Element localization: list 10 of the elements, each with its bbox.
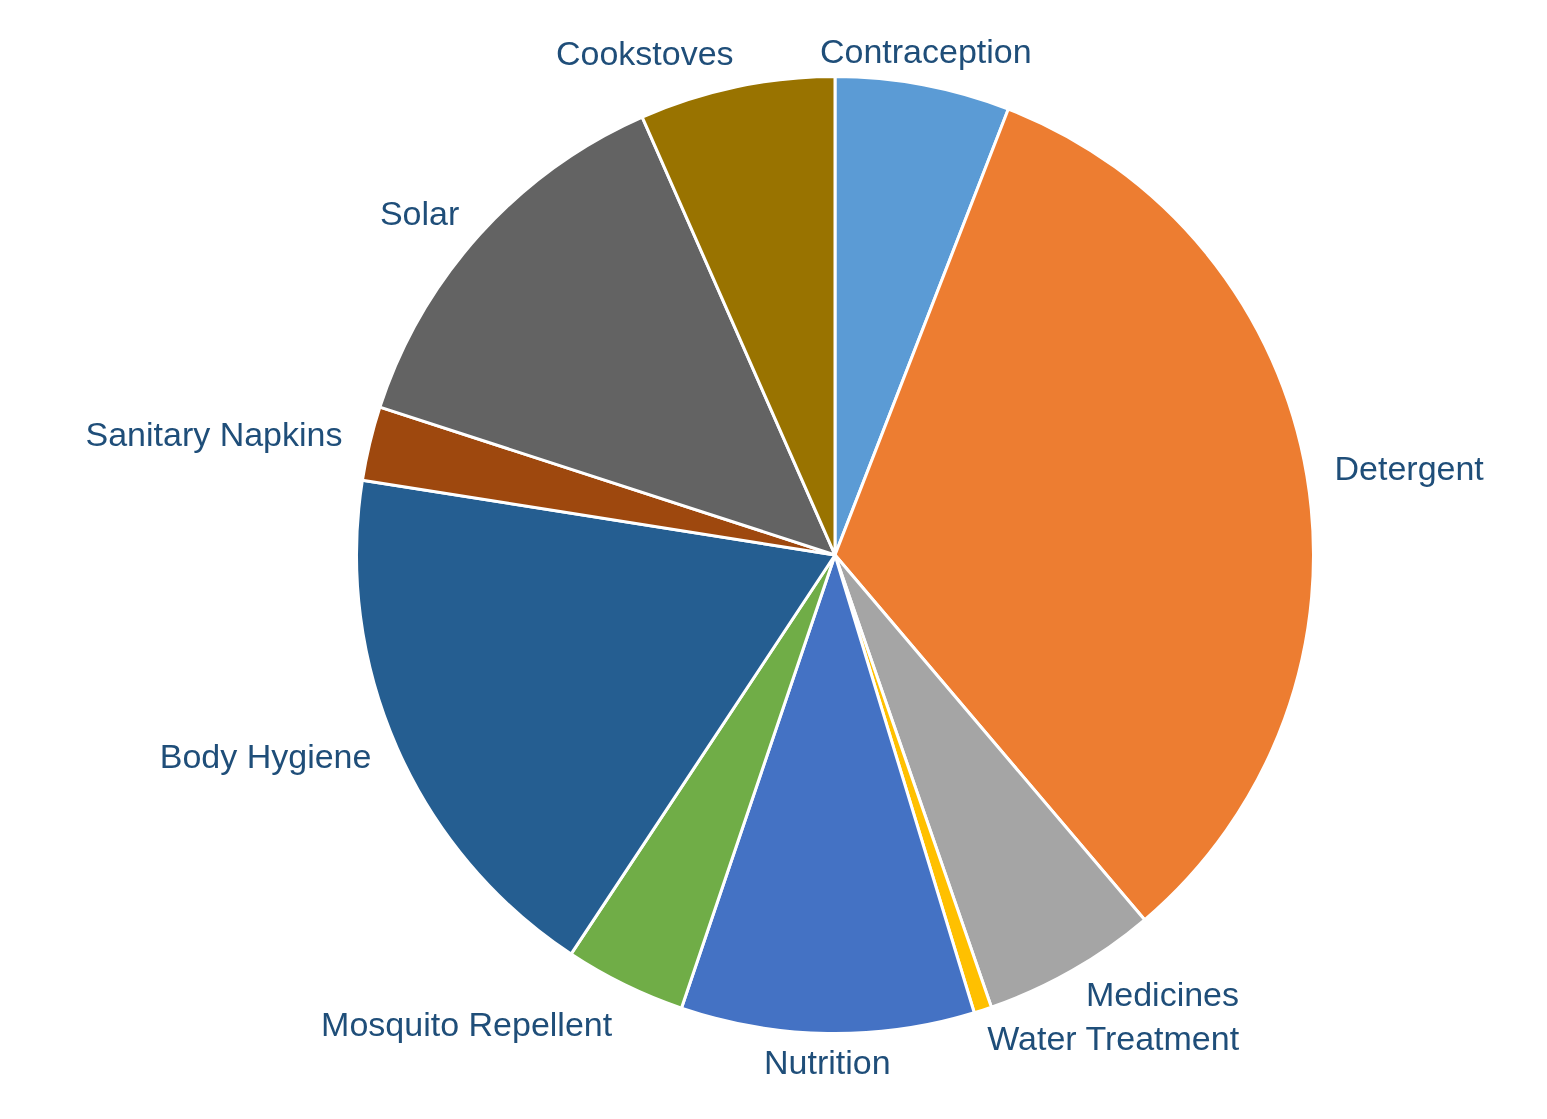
slice-label: Contraception (819, 32, 1032, 71)
slice-label: Water Treatment (987, 1018, 1240, 1057)
slice-label: Body Hygiene (159, 737, 372, 776)
slice-label: Detergent (1334, 449, 1485, 488)
slice-label: Nutrition (763, 1042, 891, 1081)
slice-label: Mosquito Repellent (321, 1005, 613, 1044)
slice-label: Medicines (1085, 974, 1240, 1013)
slice-label: Sanitary Napkins (85, 415, 343, 454)
slice-label: Cookstoves (555, 34, 734, 73)
slice-label: Solar (379, 193, 460, 232)
